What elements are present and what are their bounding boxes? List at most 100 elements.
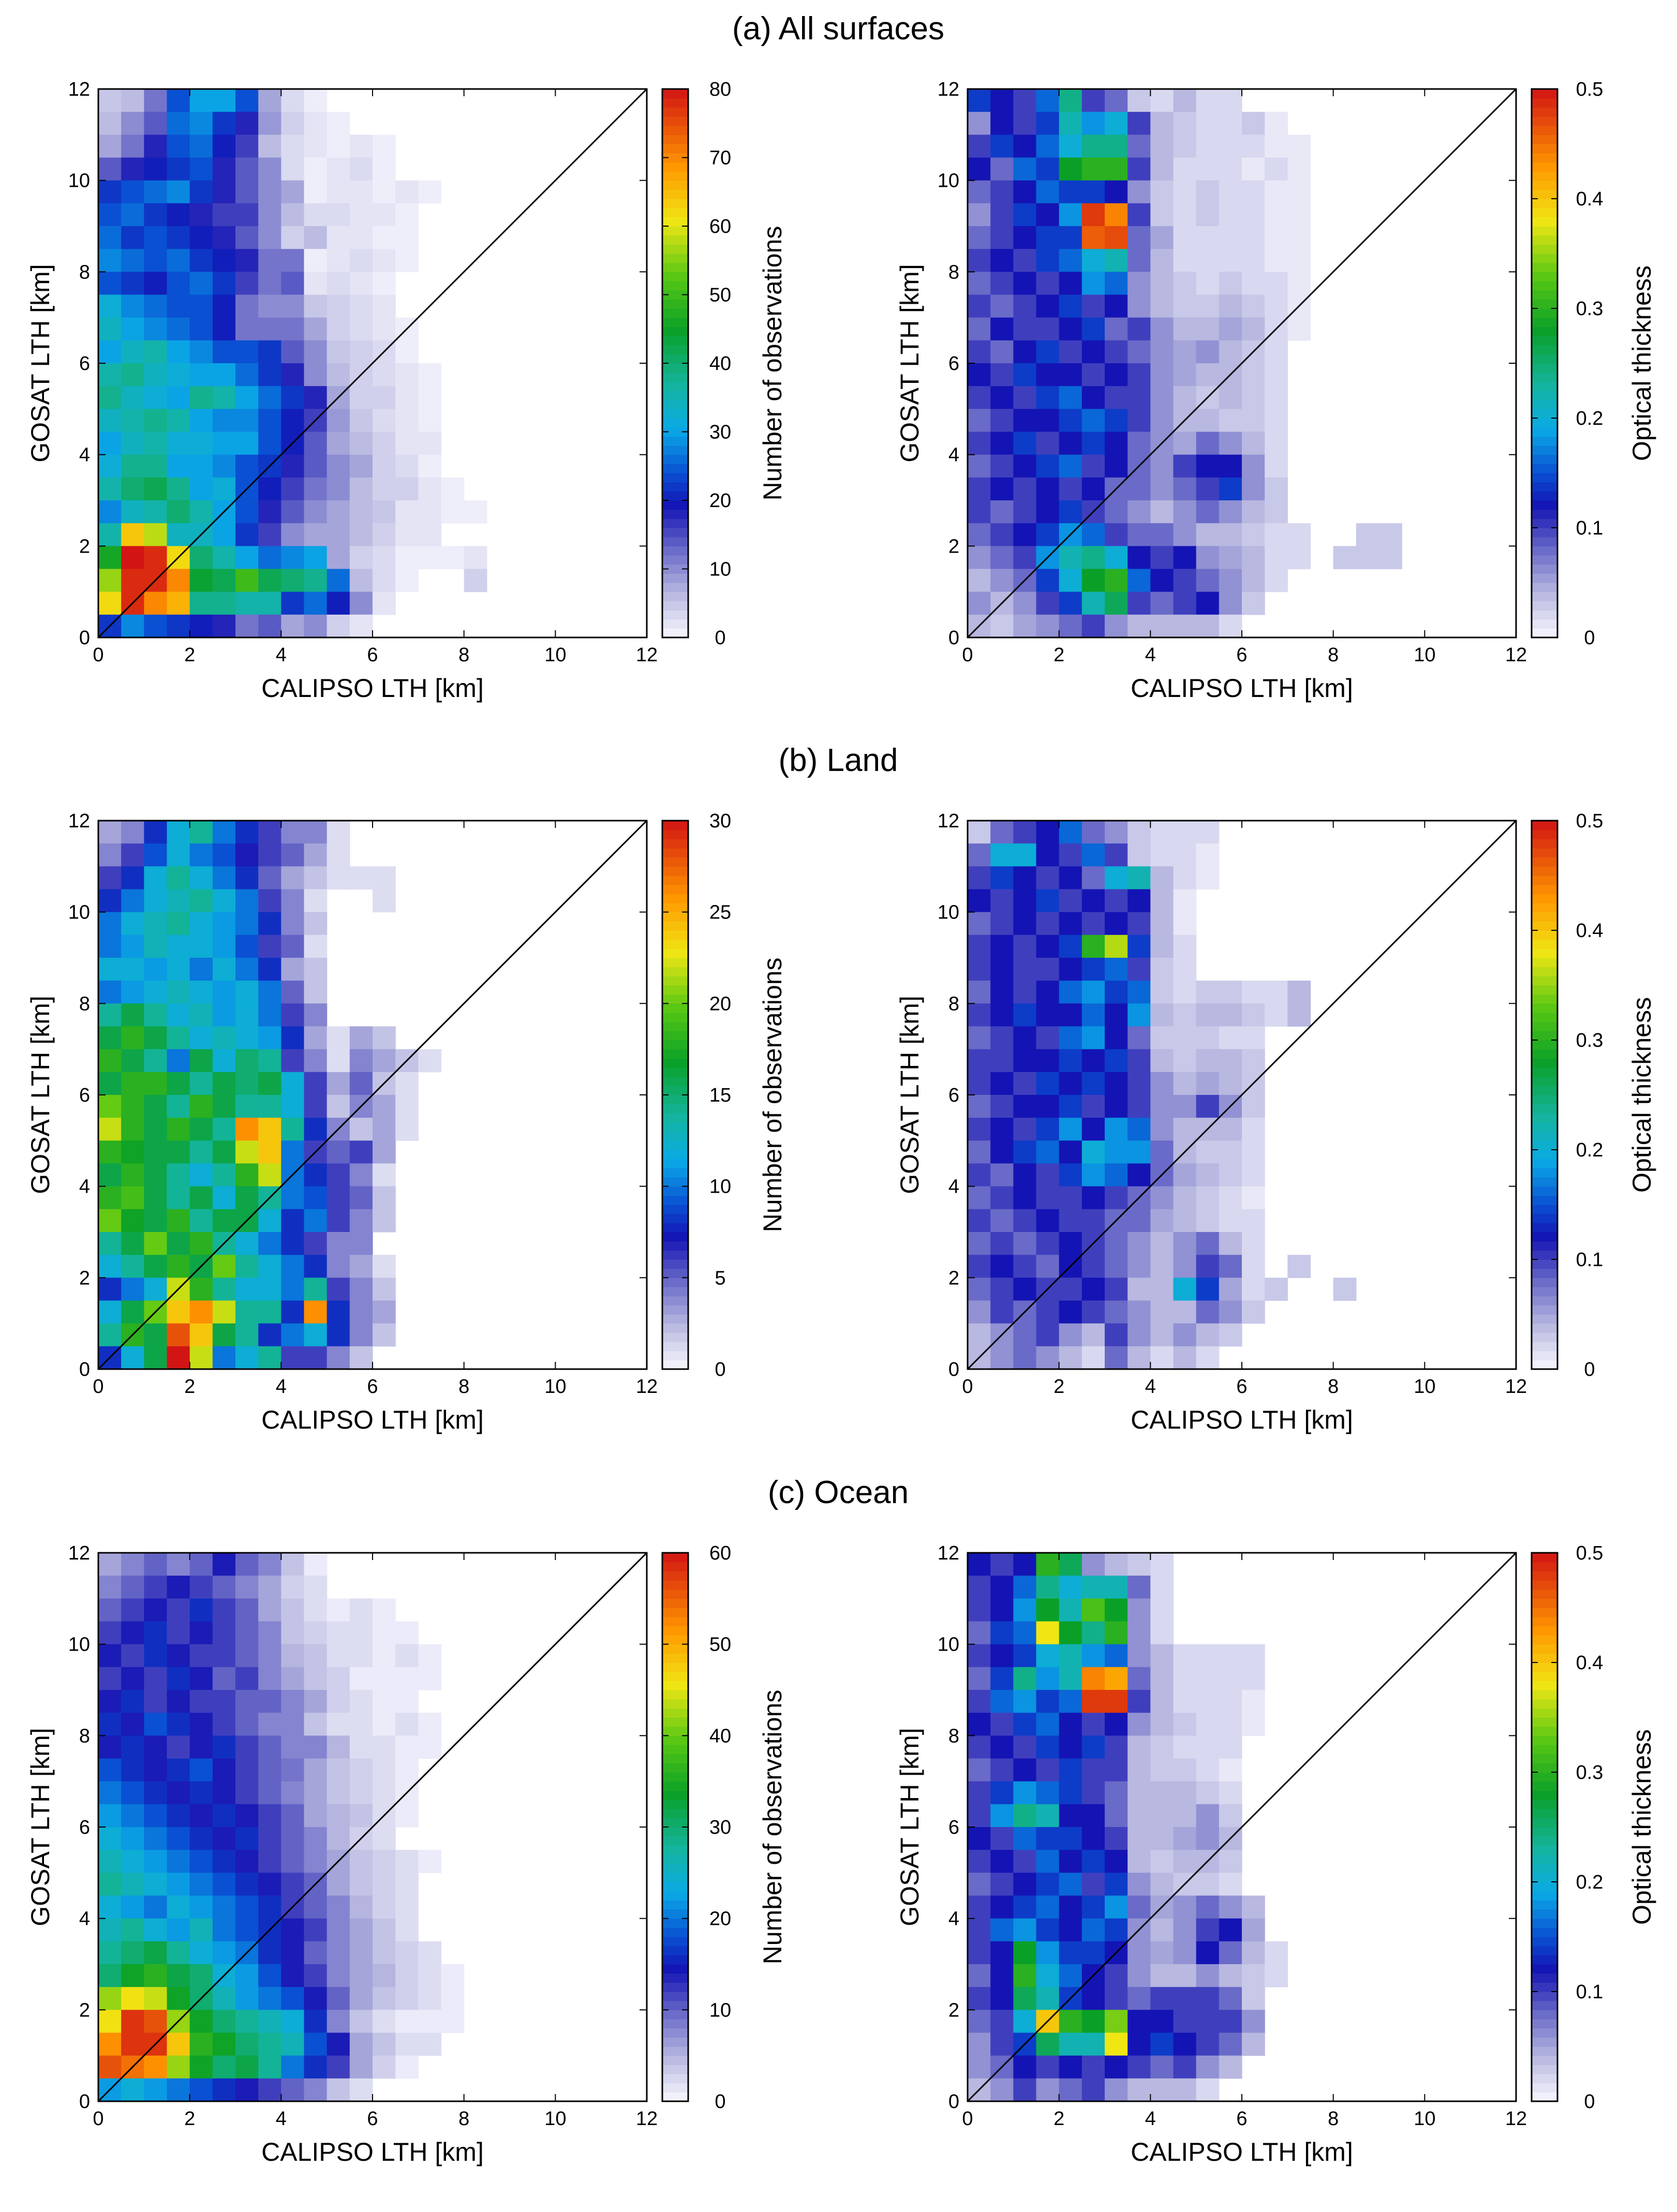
heatmap-cell: [167, 294, 190, 318]
heatmap-cell: [1242, 1140, 1265, 1164]
heatmap-cell: [167, 1690, 190, 1713]
heatmap-cell: [1036, 1781, 1060, 1805]
heatmap-cell: [121, 294, 144, 318]
heatmap-cell: [1013, 591, 1037, 615]
y-tick-label: 2: [948, 1267, 959, 1289]
heatmap-cell: [98, 889, 122, 913]
heatmap-cell: [1059, 340, 1082, 364]
y-tick-label: 0: [948, 627, 959, 649]
heatmap-cell: [327, 340, 350, 364]
colorbar-swatch: [1532, 1086, 1557, 1095]
heatmap-cell: [189, 477, 213, 501]
heatmap-cell: [212, 1895, 236, 1919]
heatmap-cell: [1059, 294, 1082, 318]
heatmap-cell: [281, 409, 305, 433]
heatmap-cell: [1105, 866, 1128, 890]
heatmap-cell: [1127, 821, 1151, 844]
heatmap-cell: [98, 226, 122, 249]
heatmap-cell: [1379, 523, 1402, 546]
heatmap-cell: [281, 1644, 305, 1668]
colorbar-swatch: [662, 1241, 688, 1251]
heatmap-cell: [144, 1049, 168, 1073]
heatmap-cell: [235, 1873, 259, 1896]
colorbar-frame: [1531, 1552, 1559, 2102]
heatmap-cell: [1242, 1644, 1265, 1668]
heatmap-cell: [968, 2055, 991, 2079]
heatmap-cell: [1196, 1941, 1220, 1965]
heatmap-cell: [1242, 2010, 1265, 2033]
heatmap-cell: [144, 1713, 168, 1736]
heatmap-cell: [1242, 1987, 1265, 2010]
heatmap-cell: [1287, 523, 1311, 546]
heatmap-cell: [990, 1827, 1014, 1850]
heatmap-cell: [968, 1918, 991, 1942]
heatmap-cell: [167, 409, 190, 433]
heatmap-cell: [1242, 1667, 1265, 1690]
colorbar-swatch: [662, 345, 688, 354]
heatmap-cell: [98, 1873, 122, 1896]
heatmap-cell: [968, 934, 991, 958]
heatmap-cell: [1081, 1667, 1105, 1690]
heatmap-cell: [212, 1255, 236, 1278]
heatmap-cell: [1173, 454, 1197, 478]
heatmap-cell: [258, 1255, 281, 1278]
colorbar-swatch: [662, 262, 688, 272]
heatmap-cell: [395, 249, 419, 272]
heatmap-cell: [1127, 203, 1151, 227]
heatmap-cell: [1150, 1346, 1174, 1370]
heatmap-cell: [258, 1621, 281, 1645]
heatmap-cell: [304, 889, 328, 913]
heatmap-cell: [1173, 500, 1197, 524]
heatmap-cell: [304, 1827, 328, 1850]
heatmap-cell: [144, 1209, 168, 1233]
heatmap-cell: [304, 1804, 328, 1828]
heatmap-cell: [212, 226, 236, 249]
colorbar-swatch: [662, 180, 688, 190]
heatmap-cell: [189, 1346, 213, 1370]
heatmap-cell: [1013, 889, 1037, 913]
heatmap-cell: [235, 1095, 259, 1118]
heatmap-cell: [167, 2032, 190, 2056]
heatmap-cell: [1219, 454, 1242, 478]
heatmap-cell: [212, 1278, 236, 1301]
heatmap-cell: [1150, 294, 1174, 318]
heatmap-cell: [990, 1300, 1014, 1324]
heatmap-cell: [1013, 1667, 1037, 1690]
heatmap-cell: [1059, 569, 1082, 592]
heatmap-cell: [968, 866, 991, 890]
colorbar-swatch: [1532, 1836, 1557, 1846]
heatmap-cell: [327, 1804, 350, 1828]
heatmap-cell: [1219, 1163, 1242, 1187]
heatmap-cell: [349, 1140, 373, 1164]
x-tick-label: 8: [1328, 1376, 1339, 1398]
heatmap-cell: [235, 1140, 259, 1164]
x-tick-label: 10: [544, 2108, 566, 2130]
heatmap-cell: [1081, 1576, 1105, 1599]
heatmap-cell: [189, 569, 213, 592]
heatmap-cell: [1219, 1781, 1242, 1805]
heatmap-cell: [1242, 317, 1265, 341]
heatmap-cell: [1036, 591, 1060, 615]
colorbar-swatch: [1532, 601, 1557, 611]
colorbar-swatch: [662, 409, 688, 419]
heatmap-cell: [327, 500, 350, 524]
heatmap-cell: [144, 546, 168, 570]
heatmap-cell: [189, 1850, 213, 1873]
heatmap-cell: [1127, 934, 1151, 958]
heatmap-cell: [258, 1323, 281, 1347]
heatmap-cell: [1013, 1873, 1037, 1896]
heatmap-cell: [327, 1232, 350, 1255]
heatmap-cell: [990, 821, 1014, 844]
colorbar-swatch: [662, 473, 688, 483]
colorbar-swatch: [662, 1873, 688, 1882]
heatmap-cell: [281, 1255, 305, 1278]
heatmap-cell: [349, 1690, 373, 1713]
heatmap-cell: [1105, 591, 1128, 615]
heatmap-cell: [1150, 1140, 1174, 1164]
heatmap-cell: [990, 1964, 1014, 1987]
heatmap-cell: [1081, 226, 1105, 249]
heatmap-cell: [1265, 1941, 1288, 1965]
heatmap-cell: [1173, 1232, 1197, 1255]
heatmap-cell: [1127, 1598, 1151, 1622]
